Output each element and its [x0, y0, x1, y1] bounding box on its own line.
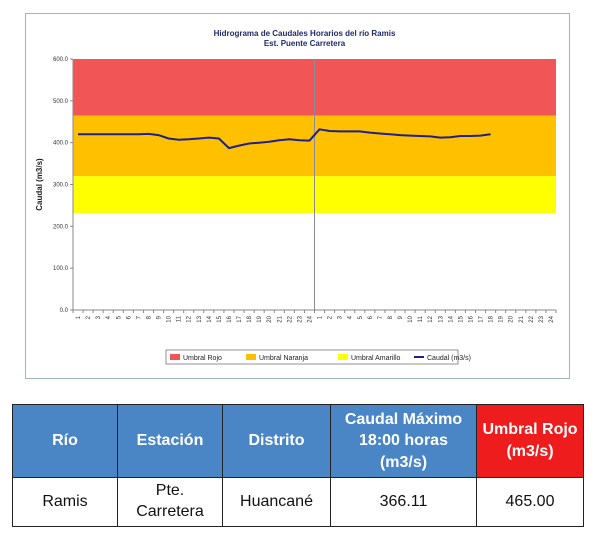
x-tick-label: 23 [539, 315, 545, 322]
table-header-row: Río Estación Distrito Caudal Máximo 18:0… [12, 404, 584, 478]
x-tick-label: 9 [157, 315, 163, 319]
series-line-caudal [78, 128, 491, 150]
legend-swatch [246, 354, 256, 360]
x-tick-label: 13 [438, 315, 444, 322]
cell-rio: Ramis [12, 477, 118, 527]
x-tick-label: 20 [509, 315, 515, 322]
chart-title: Hidrograma de Caudales Horarios del río … [214, 29, 396, 38]
cell-umbral: 465.00 [476, 477, 584, 527]
legend-item-label: Umbral Naranja [259, 355, 308, 362]
x-tick-label: 17 [479, 315, 485, 322]
station-table: Río Estación Distrito Caudal Máximo 18:0… [12, 404, 584, 527]
x-tick-label: 11 [177, 315, 183, 322]
x-tick-label: 21 [519, 315, 525, 322]
x-tick-label: 8 [146, 315, 152, 319]
y-tick-label: 0.0 [60, 308, 69, 314]
cell-distrito: Huancané [222, 477, 331, 527]
legend-swatch [170, 354, 180, 360]
x-tick-label: 7 [378, 315, 384, 319]
x-tick-label: 5 [116, 315, 122, 319]
x-tick-label: 9 [398, 315, 404, 319]
x-tick-label: 18 [489, 315, 495, 322]
x-tick-label: 6 [368, 315, 374, 319]
legend-box [165, 349, 459, 365]
x-tick-label: 3 [338, 315, 344, 319]
x-tick-label: 6 [126, 315, 132, 319]
chart-frame: Hidrograma de Caudales Horarios del río … [25, 13, 570, 379]
x-tick-label: 19 [257, 315, 263, 322]
legend-item-label: Umbral Rojo [183, 355, 222, 362]
legend-item-label: Caudal (m3/s) [427, 355, 471, 362]
x-tick-label: 14 [207, 315, 213, 322]
x-tick-label: 1 [76, 315, 82, 319]
legend-item-label: Umbral Amarillo [351, 355, 401, 362]
x-tick-label: 10 [408, 315, 414, 322]
x-tick-label: 15 [458, 315, 464, 322]
x-tick-label: 17 [237, 315, 243, 322]
x-tick-label: 11 [418, 315, 424, 322]
y-tick-label: 100.0 [53, 266, 69, 272]
header-caudal-maximo: Caudal Máximo 18:00 horas (m3/s) [330, 404, 477, 478]
chart-subtitle: Est. Puente Carretera [264, 39, 346, 48]
hydrograph-chart: Hidrograma de Caudales Horarios del río … [35, 29, 557, 365]
x-tick-label: 23 [297, 315, 303, 322]
y-tick-label: 200.0 [53, 224, 69, 230]
x-tick-label: 4 [106, 315, 112, 319]
table-row: Ramis Pte. Carretera Huancané 366.11 465… [12, 477, 584, 527]
y-axis-label: Caudal (m3/s) [35, 158, 44, 211]
x-tick-label: 12 [187, 315, 193, 322]
x-tick-label: 4 [348, 315, 354, 319]
x-tick-label: 8 [388, 315, 394, 319]
x-tick-label: 10 [167, 315, 173, 322]
x-tick-label: 16 [227, 315, 233, 322]
y-tick-label: 600.0 [53, 57, 69, 63]
x-tick-label: 24 [549, 315, 555, 322]
header-umbral-rojo: Umbral Rojo (m3/s) [476, 404, 584, 478]
x-tick-label: 19 [499, 315, 505, 322]
cell-estacion: Pte. Carretera [117, 477, 223, 527]
header-rio: Río [12, 404, 118, 478]
header-distrito: Distrito [222, 404, 331, 478]
x-tick-label: 2 [328, 315, 334, 319]
x-tick-label: 24 [307, 315, 313, 322]
x-tick-label: 15 [217, 315, 223, 322]
x-tick-label: 22 [287, 315, 293, 322]
y-tick-label: 400.0 [53, 141, 69, 147]
x-tick-label: 14 [448, 315, 454, 322]
header-estacion: Estación [117, 404, 223, 478]
x-tick-label: 5 [358, 315, 364, 319]
x-tick-label: 3 [96, 315, 102, 319]
x-tick-label: 1 [318, 315, 324, 319]
y-tick-label: 300.0 [53, 183, 69, 189]
x-tick-label: 7 [136, 315, 142, 319]
x-tick-label: 16 [468, 315, 474, 322]
x-tick-label: 22 [529, 315, 535, 322]
x-tick-label: 18 [247, 315, 253, 322]
x-tick-label: 21 [277, 315, 283, 322]
legend-swatch [338, 354, 348, 360]
y-tick-label: 500.0 [53, 99, 69, 105]
x-tick-label: 12 [428, 315, 434, 322]
x-tick-label: 13 [197, 315, 203, 322]
cell-caudal: 366.11 [330, 477, 477, 527]
x-tick-label: 20 [267, 315, 273, 322]
x-tick-label: 2 [86, 315, 92, 319]
